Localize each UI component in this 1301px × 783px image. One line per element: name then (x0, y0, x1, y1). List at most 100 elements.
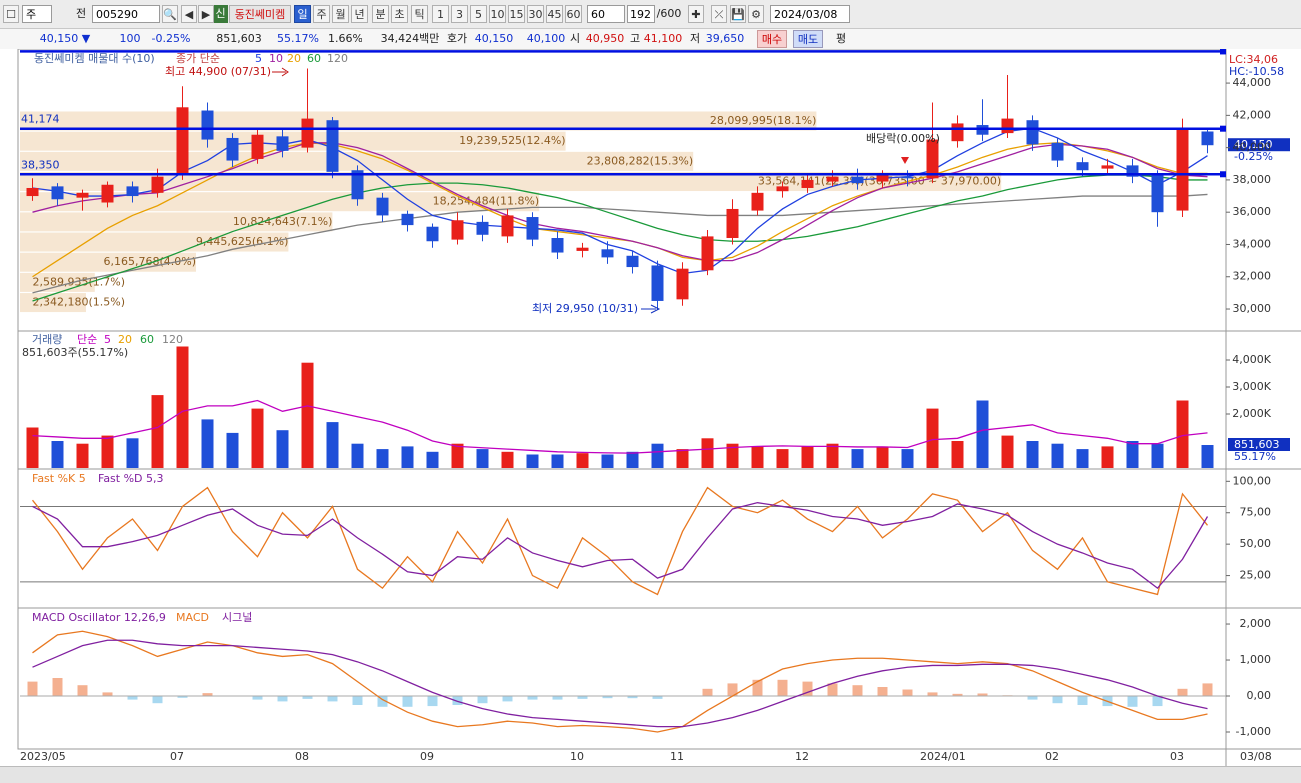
toolbar-icon[interactable]: ☐ (3, 5, 19, 23)
toolbar-item[interactable]: 신 (213, 5, 228, 23)
toolbar-icon[interactable]: 🔍 (162, 5, 178, 23)
quote-item: 39,650 (705, 32, 745, 45)
volume-bar (276, 430, 289, 468)
volume-bar (1151, 443, 1164, 468)
toolbar-item[interactable]: 동진쎄미켐 (229, 5, 291, 23)
volume-profile-bar (20, 212, 333, 232)
toolbar-item[interactable]: 192 (627, 5, 655, 23)
stochastic-line (31, 486, 1209, 596)
toolbar-item[interactable]: 1 (432, 5, 449, 23)
volume-bar (776, 449, 789, 468)
y-tick-label: 44,000 (1233, 76, 1272, 89)
toolbar-item[interactable]: 주 (22, 5, 52, 23)
toolbar-item[interactable]: 60 (565, 5, 582, 23)
candle-body (176, 107, 189, 176)
legend-item: 시그널 (222, 611, 252, 624)
volume-bar (201, 419, 214, 468)
y-tick-label: 40,000 (1233, 141, 1272, 154)
oscillator-bar (727, 683, 738, 697)
y-tick-label: 1,000 (1240, 653, 1272, 666)
y-tick-label: 4,000K (1232, 353, 1271, 366)
toolbar-item: /600 (656, 7, 682, 20)
scrollbar[interactable] (0, 766, 1301, 783)
candle-body (601, 249, 614, 258)
toolbar-item[interactable]: 15 (508, 5, 525, 23)
candle-body (776, 186, 789, 192)
toolbar-item[interactable]: 30 (527, 5, 544, 23)
toolbar-item[interactable]: 45 (546, 5, 563, 23)
toolbar-icon[interactable]: ✚ (688, 5, 704, 23)
toolbar-item[interactable]: 일 (294, 5, 311, 23)
x-tick-label: 2024/01 (920, 750, 966, 763)
quote-bar: 40,150 ▼ 100 -0.25% 851,603 55.17% 1.66% 34,42… (0, 29, 1301, 50)
candle-body (551, 238, 564, 253)
ma-line (32, 142, 1208, 278)
volume-bar (26, 427, 39, 468)
oscillator-bar (577, 696, 588, 699)
oscillator-bar (402, 696, 413, 707)
candle-body (651, 265, 664, 301)
toolbar-icon[interactable]: 💾 (730, 5, 746, 23)
toolbar-item[interactable]: 10 (489, 5, 506, 23)
oscillator-bar (527, 696, 538, 700)
toolbar-icon[interactable]: ⚙ (748, 5, 764, 23)
candle-body (1151, 175, 1164, 213)
volume-ma-line (32, 399, 1208, 454)
annotation-low: 최저 29,950 (10/31) (532, 302, 638, 315)
toolbar-item[interactable]: 분 (372, 5, 389, 23)
volume-bar (676, 449, 689, 468)
candle-body (801, 179, 814, 188)
toolbar-item[interactable]: 년 (351, 5, 368, 23)
oscillator-bar (927, 692, 938, 697)
toolbar-icon[interactable]: ◀ (181, 5, 197, 23)
candle-body (401, 213, 414, 226)
toolbar-item[interactable]: 5 (470, 5, 487, 23)
volume-bar (576, 453, 589, 468)
toolbar-item[interactable]: 2024/03/08 (770, 5, 850, 23)
toolbar-item[interactable]: 초 (391, 5, 408, 23)
quote-item[interactable]: 매도 (793, 30, 823, 48)
legend-item: 5 (104, 333, 111, 346)
volume-bar (451, 443, 464, 468)
y-tick-label: 38,000 (1233, 173, 1272, 186)
toolbar-item[interactable]: 주 (313, 5, 330, 23)
candle-body (426, 226, 439, 242)
quote-item[interactable]: 매수 (757, 30, 787, 48)
quote-item: 고 (629, 32, 641, 45)
volume-bar (351, 443, 364, 468)
oscillator-bar (1027, 696, 1038, 700)
oscillator-bar (777, 679, 788, 697)
toolbar-icon[interactable]: ▶ (198, 5, 214, 23)
candle-body (751, 192, 764, 211)
legend-item: 5 (255, 52, 262, 65)
oscillator-bar (302, 696, 313, 699)
candle-body (251, 134, 264, 159)
toolbar-item[interactable]: 60 (587, 5, 625, 23)
toolbar-item[interactable]: 3 (451, 5, 468, 23)
toolbar: 주 전 005290 신 동진쎄미켐 일 주 월 년 분 초 틱 1 3 5 10 15 30 45 60 60 192/… (0, 0, 1301, 29)
oscillator-bar (27, 681, 38, 697)
candle-body (676, 268, 689, 300)
y-tick-label: 2,000K (1232, 407, 1271, 420)
toolbar-item[interactable]: 월 (332, 5, 349, 23)
toolbar-item[interactable]: 005290 (92, 5, 160, 23)
toolbar-item[interactable]: 틱 (411, 5, 428, 23)
annotation-arrow (641, 304, 661, 314)
annotation-arrow (272, 67, 289, 77)
candle-body (451, 220, 464, 240)
x-tick-label: 02 (1045, 750, 1059, 763)
oscillator-bar (427, 696, 438, 707)
oscillator-bar (1202, 683, 1213, 697)
ma-line (32, 174, 1208, 302)
oscillator-bar (877, 687, 888, 697)
toolbar-icon[interactable]: ⤫ (711, 5, 727, 23)
volume-bar (1101, 446, 1114, 468)
candle-body (101, 184, 114, 203)
legend-item: 10 (269, 52, 283, 65)
legend-item: 60 (307, 52, 321, 65)
dividend-marker (901, 157, 909, 164)
candle-body (1126, 165, 1139, 177)
quote-item: 34,424백만 (380, 32, 440, 45)
ma-line (32, 142, 1208, 262)
y-tick-label: 3,000K (1232, 380, 1271, 393)
